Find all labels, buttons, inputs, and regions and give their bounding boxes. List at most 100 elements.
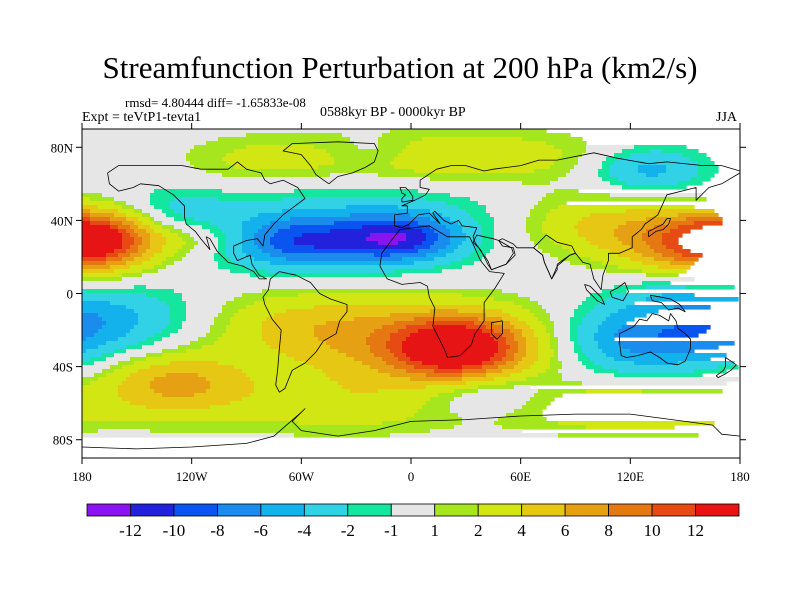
field-cell xyxy=(150,245,163,250)
field-cell xyxy=(402,341,499,346)
field-cell xyxy=(210,229,223,234)
field-cell xyxy=(414,365,439,370)
field-cell xyxy=(638,169,667,174)
field-cell xyxy=(294,237,367,242)
field-cell xyxy=(154,205,171,210)
field-cell xyxy=(558,345,575,350)
field-cell xyxy=(666,169,699,174)
field-cell xyxy=(114,201,127,206)
contour-field xyxy=(82,129,739,438)
field-cell xyxy=(150,225,163,230)
field-cell xyxy=(698,169,719,174)
coastline-eurasia xyxy=(394,152,741,291)
field-cell xyxy=(198,373,247,378)
field-cell xyxy=(562,373,615,378)
field-cell xyxy=(602,177,619,182)
field-cell xyxy=(170,305,187,310)
field-cell xyxy=(126,261,143,266)
lon-tick-label: 120E xyxy=(617,469,645,484)
field-cell xyxy=(338,381,467,386)
field-cell xyxy=(662,233,683,238)
field-cell xyxy=(134,237,143,242)
field-cell xyxy=(442,213,471,218)
field-cell xyxy=(138,245,151,250)
field-cell xyxy=(462,377,495,382)
field-cell xyxy=(694,369,727,374)
field-cell xyxy=(430,225,447,230)
field-cell xyxy=(514,409,543,414)
field-cell xyxy=(646,229,671,234)
field-cell xyxy=(150,237,167,242)
field-cell xyxy=(254,385,343,390)
field-cell xyxy=(482,257,559,262)
field-cell xyxy=(82,273,123,278)
field-cell xyxy=(406,353,495,358)
colorbar-label: 12 xyxy=(687,521,704,540)
field-cell xyxy=(206,141,355,146)
field-cell xyxy=(550,365,563,370)
field-cell xyxy=(610,165,639,170)
field-cell xyxy=(438,249,455,254)
field-cell xyxy=(82,285,135,290)
field-cell xyxy=(378,369,407,374)
field-cell xyxy=(578,333,595,338)
field-cell xyxy=(118,225,131,230)
field-cell xyxy=(210,381,255,386)
field-cell xyxy=(330,229,423,234)
field-cell xyxy=(262,289,503,294)
field-cell xyxy=(150,193,451,198)
field-cell xyxy=(82,245,123,250)
field-cell xyxy=(118,229,127,234)
field-cell xyxy=(86,349,115,354)
coastline-antarctica xyxy=(81,408,741,450)
field-cell xyxy=(574,341,579,346)
field-cell xyxy=(538,245,563,250)
field-cell xyxy=(114,249,127,254)
field-cell xyxy=(90,381,123,386)
field-cell xyxy=(174,261,219,266)
field-cell xyxy=(226,237,243,242)
field-cell xyxy=(82,145,195,150)
field-cell xyxy=(514,301,539,306)
field-cell xyxy=(586,237,619,242)
field-cell xyxy=(458,221,479,226)
field-cell xyxy=(670,221,695,226)
field-cell xyxy=(110,217,127,222)
field-cell xyxy=(326,321,395,326)
field-cell xyxy=(530,209,551,214)
field-cell xyxy=(410,213,443,218)
field-cell xyxy=(390,433,559,438)
field-cell xyxy=(346,205,399,210)
field-cell xyxy=(550,357,559,362)
field-cell xyxy=(414,261,451,266)
field-cell xyxy=(478,201,539,206)
field-cell xyxy=(538,337,551,342)
field-cell xyxy=(230,269,267,274)
field-cell xyxy=(506,341,519,346)
colorbar-label: 2 xyxy=(474,521,483,540)
field-cell xyxy=(498,365,515,370)
field-cell xyxy=(538,357,551,362)
field-cell xyxy=(546,369,559,374)
field-cell xyxy=(586,389,643,394)
field-cell xyxy=(82,129,391,134)
field-cell xyxy=(270,345,331,350)
field-cell xyxy=(622,149,651,154)
field-cell xyxy=(170,317,187,322)
field-cell xyxy=(134,221,143,226)
field-cell xyxy=(186,309,223,314)
colorbar-label: 6 xyxy=(561,521,570,540)
field-cell xyxy=(82,321,107,326)
field-cell xyxy=(570,169,599,174)
field-cell xyxy=(94,361,119,366)
field-cell xyxy=(154,265,167,270)
field-cell xyxy=(438,221,459,226)
field-cell xyxy=(642,233,663,238)
field-cell xyxy=(398,153,563,158)
coastlines xyxy=(81,141,741,450)
field-cell xyxy=(362,225,411,230)
field-cell xyxy=(462,417,499,422)
field-cell xyxy=(694,221,723,226)
field-cell xyxy=(162,245,183,250)
field-cell xyxy=(102,325,135,330)
